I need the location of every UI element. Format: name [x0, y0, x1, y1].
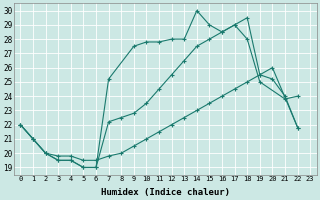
X-axis label: Humidex (Indice chaleur): Humidex (Indice chaleur) [101, 188, 230, 197]
